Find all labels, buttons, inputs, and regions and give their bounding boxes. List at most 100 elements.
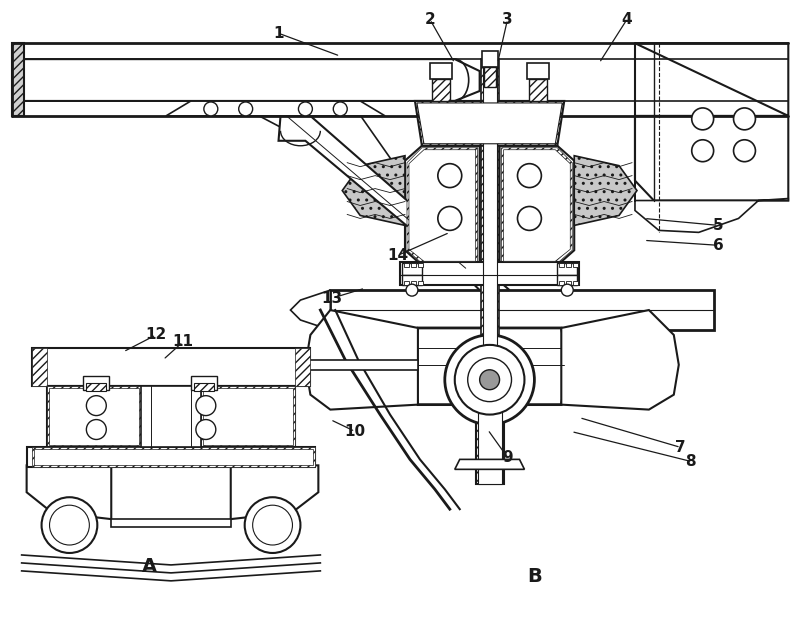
Polygon shape — [454, 459, 525, 470]
Polygon shape — [24, 59, 480, 101]
Polygon shape — [574, 156, 637, 225]
Polygon shape — [400, 262, 579, 285]
Circle shape — [238, 102, 253, 116]
Circle shape — [438, 207, 462, 230]
Bar — [476, 404, 503, 484]
Polygon shape — [26, 465, 111, 519]
Polygon shape — [407, 148, 478, 263]
Bar — [566, 263, 571, 267]
Circle shape — [253, 505, 293, 545]
Polygon shape — [306, 360, 418, 370]
Bar — [527, 63, 550, 79]
Text: 10: 10 — [345, 424, 366, 439]
Text: 3: 3 — [502, 12, 513, 27]
Polygon shape — [635, 181, 788, 232]
Bar — [411, 281, 416, 285]
Bar — [558, 275, 578, 285]
Circle shape — [518, 207, 542, 230]
Polygon shape — [306, 310, 418, 410]
Text: 9: 9 — [502, 450, 513, 465]
Polygon shape — [330, 290, 714, 330]
Text: 12: 12 — [146, 327, 166, 343]
Polygon shape — [230, 101, 420, 200]
Bar — [482, 51, 498, 67]
Bar — [530, 79, 547, 101]
Bar — [418, 263, 423, 267]
Bar — [574, 263, 578, 267]
Text: 14: 14 — [387, 248, 409, 263]
Polygon shape — [417, 103, 562, 144]
Circle shape — [734, 140, 755, 161]
Polygon shape — [295, 348, 310, 386]
Bar — [478, 406, 502, 484]
Bar — [432, 79, 450, 101]
Bar — [402, 275, 422, 285]
Circle shape — [245, 497, 301, 553]
Text: 11: 11 — [173, 334, 194, 350]
Text: 4: 4 — [622, 12, 632, 27]
Polygon shape — [502, 148, 572, 263]
Polygon shape — [46, 386, 295, 447]
Circle shape — [204, 102, 218, 116]
Circle shape — [196, 420, 216, 440]
Text: 1: 1 — [274, 26, 284, 41]
Bar — [482, 61, 497, 346]
Polygon shape — [166, 101, 385, 116]
Bar — [574, 281, 578, 285]
Polygon shape — [49, 388, 139, 445]
Bar — [404, 281, 409, 285]
Polygon shape — [111, 519, 230, 527]
Polygon shape — [342, 156, 405, 225]
Bar — [402, 263, 422, 275]
Bar — [191, 376, 217, 390]
Circle shape — [445, 335, 534, 424]
Polygon shape — [405, 145, 480, 265]
Bar — [418, 281, 423, 285]
Polygon shape — [635, 43, 788, 200]
Polygon shape — [290, 290, 330, 330]
Polygon shape — [499, 145, 574, 265]
Text: 13: 13 — [322, 290, 343, 306]
Bar — [86, 383, 106, 390]
Text: 2: 2 — [425, 12, 435, 27]
Text: 8: 8 — [686, 454, 696, 469]
Polygon shape — [32, 447, 315, 468]
Circle shape — [196, 396, 216, 415]
Polygon shape — [409, 150, 476, 261]
Polygon shape — [12, 43, 24, 116]
Circle shape — [692, 140, 714, 161]
Polygon shape — [415, 101, 564, 145]
Bar — [411, 263, 416, 267]
Circle shape — [468, 358, 511, 402]
Polygon shape — [46, 386, 141, 447]
Polygon shape — [26, 447, 315, 468]
Circle shape — [480, 370, 499, 390]
Bar — [141, 386, 201, 447]
Circle shape — [406, 284, 418, 296]
Circle shape — [50, 505, 90, 545]
Polygon shape — [34, 449, 314, 465]
Text: B: B — [527, 567, 542, 586]
Polygon shape — [278, 116, 510, 290]
Circle shape — [692, 108, 714, 130]
Circle shape — [454, 345, 525, 415]
Circle shape — [518, 164, 542, 188]
Circle shape — [86, 396, 106, 415]
Bar — [481, 59, 498, 348]
Circle shape — [298, 102, 312, 116]
Bar — [194, 383, 214, 390]
Text: 6: 6 — [714, 238, 724, 253]
Bar — [559, 281, 564, 285]
Polygon shape — [410, 328, 570, 404]
Bar — [404, 263, 409, 267]
Bar — [83, 376, 110, 390]
Polygon shape — [503, 150, 570, 261]
Text: 7: 7 — [675, 440, 686, 455]
Circle shape — [734, 108, 755, 130]
Bar — [559, 263, 564, 267]
Circle shape — [86, 420, 106, 440]
Circle shape — [438, 164, 462, 188]
Text: A: A — [142, 558, 157, 576]
Polygon shape — [230, 465, 318, 519]
Polygon shape — [32, 348, 46, 386]
